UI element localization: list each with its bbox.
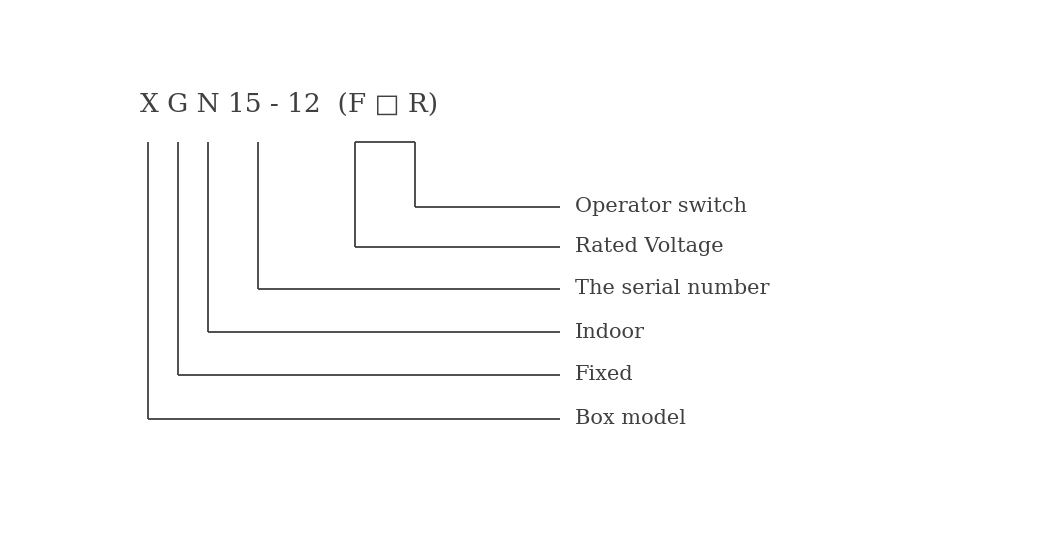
Text: Rated Voltage: Rated Voltage bbox=[575, 237, 724, 257]
Text: X G N 15 - 12  (F □ R): X G N 15 - 12 (F □ R) bbox=[140, 92, 438, 117]
Text: Box model: Box model bbox=[575, 410, 686, 428]
Text: The serial number: The serial number bbox=[575, 280, 770, 299]
Text: Fixed: Fixed bbox=[575, 365, 634, 385]
Text: Indoor: Indoor bbox=[575, 323, 644, 341]
Text: Operator switch: Operator switch bbox=[575, 197, 747, 217]
